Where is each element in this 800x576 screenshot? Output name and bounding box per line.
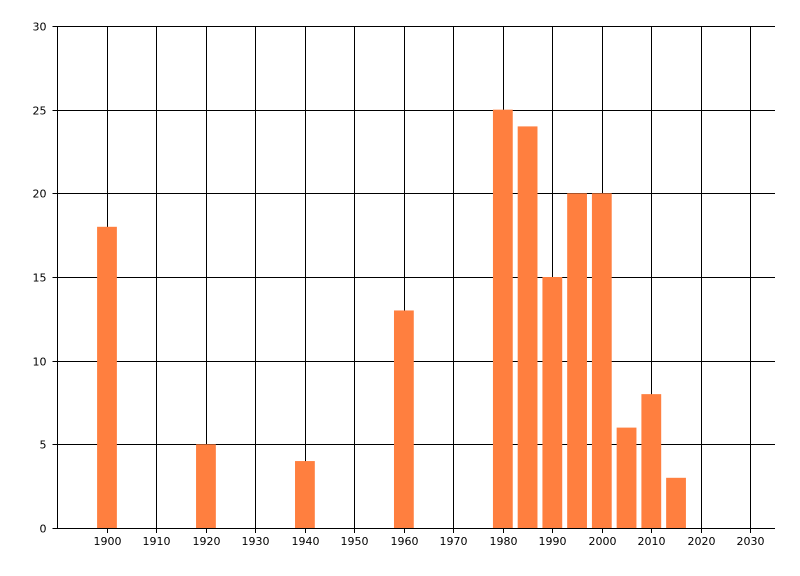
bar-2005 [616, 427, 637, 528]
bar-1995 [567, 193, 587, 529]
y-tick-label: 5 [40, 439, 47, 452]
x-tick-label: 1900 [94, 535, 122, 548]
bar-1940 [295, 461, 315, 528]
grid-lines [57, 26, 775, 528]
x-tick-label: 2010 [638, 535, 666, 548]
x-tick-label: 2020 [688, 535, 716, 548]
y-tick-label: 10 [33, 356, 47, 369]
bar-2010 [641, 394, 662, 528]
axes [52, 26, 775, 533]
x-tick-label: 1920 [193, 535, 221, 548]
bar-1980 [492, 109, 513, 529]
bar-2000 [591, 193, 612, 529]
x-tick-label: 1960 [391, 535, 419, 548]
bar-1990 [542, 277, 563, 528]
x-tick-label: 2030 [737, 535, 765, 548]
bar-1985 [517, 126, 538, 529]
x-tick-label: 1950 [341, 535, 369, 548]
x-tick-label: 1930 [242, 535, 270, 548]
x-tick-label: 1990 [539, 535, 567, 548]
bar-2015 [666, 477, 686, 528]
bar-1920 [196, 444, 216, 528]
x-tick-label: 1980 [490, 535, 518, 548]
y-tick-label: 20 [33, 188, 47, 201]
bar-1900 [97, 226, 117, 529]
bars [97, 109, 686, 529]
tick-labels: 0 5 10 15 20 25 30 1900 1910 1920 1930 1940 1950 1960… [33, 21, 765, 549]
y-tick-label: 30 [33, 21, 47, 34]
y-tick-label: 0 [40, 523, 47, 536]
x-tick-label: 1940 [292, 535, 320, 548]
y-tick-label: 25 [33, 105, 47, 118]
x-tick-label: 1970 [440, 535, 468, 548]
x-tick-label: 1910 [143, 535, 171, 548]
y-tick-label: 15 [33, 272, 47, 285]
x-tick-label: 2000 [589, 535, 617, 548]
bar-1960 [393, 310, 414, 528]
